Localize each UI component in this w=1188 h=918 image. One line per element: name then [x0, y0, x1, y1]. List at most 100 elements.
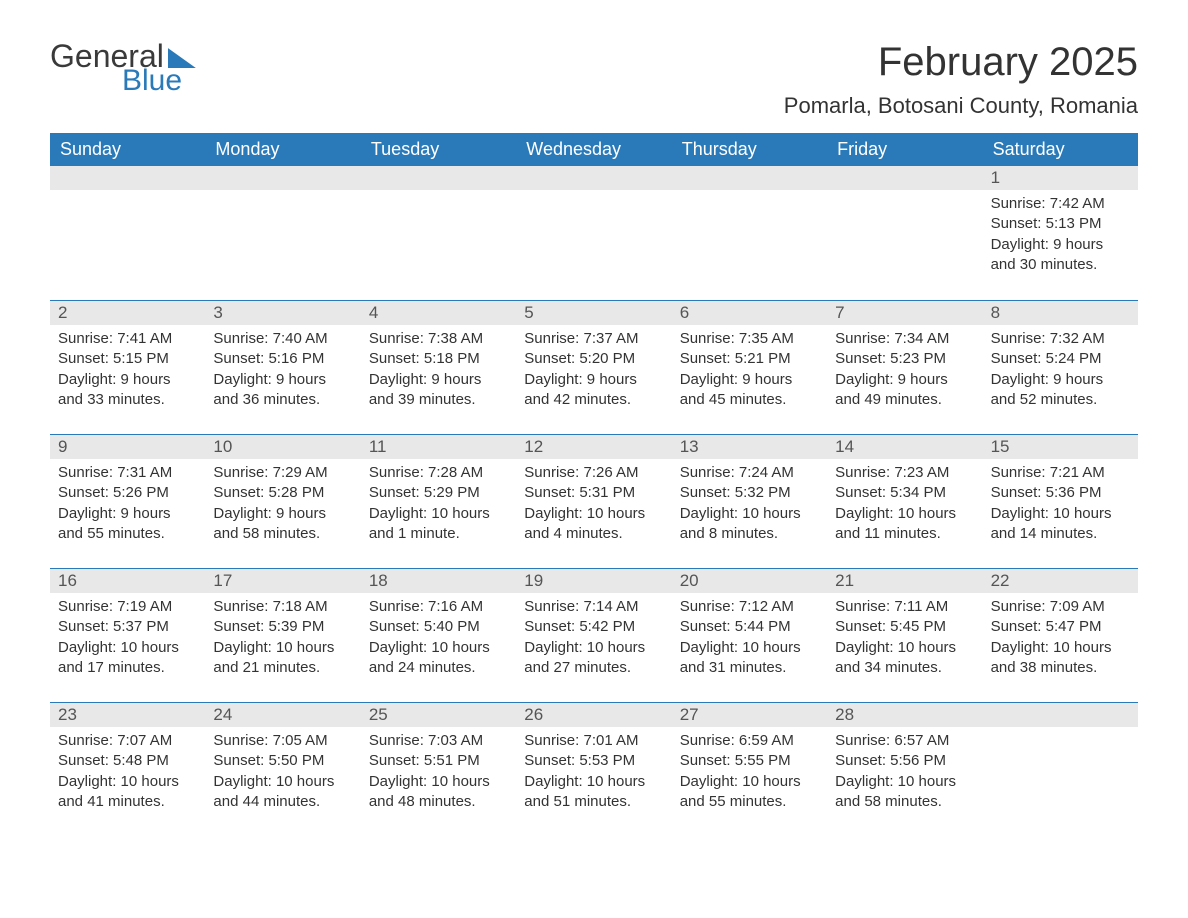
sunset-line: Sunset: 5:36 PM [991, 483, 1130, 503]
day-details: Sunrise: 7:31 AMSunset: 5:26 PMDaylight:… [50, 459, 205, 554]
day-number [361, 166, 516, 190]
sunset-line: Sunset: 5:56 PM [835, 751, 974, 771]
sunset-line: Sunset: 5:48 PM [58, 751, 197, 771]
week-row: 1Sunrise: 7:42 AMSunset: 5:13 PMDaylight… [50, 166, 1138, 300]
daylight-line: Daylight: 10 hours and 48 minutes. [369, 772, 508, 813]
day-details: Sunrise: 6:59 AMSunset: 5:55 PMDaylight:… [672, 727, 827, 822]
sunrise-line: Sunrise: 7:23 AM [835, 463, 974, 483]
day-details: Sunrise: 7:37 AMSunset: 5:20 PMDaylight:… [516, 325, 671, 420]
day-number: 15 [983, 435, 1138, 459]
day-number: 23 [50, 703, 205, 727]
day-cell: 24Sunrise: 7:05 AMSunset: 5:50 PMDayligh… [205, 703, 360, 836]
sunset-line: Sunset: 5:42 PM [524, 617, 663, 637]
day-cell: 7Sunrise: 7:34 AMSunset: 5:23 PMDaylight… [827, 301, 982, 434]
day-details: Sunrise: 7:11 AMSunset: 5:45 PMDaylight:… [827, 593, 982, 688]
sunrise-line: Sunrise: 7:11 AM [835, 597, 974, 617]
day-cell-empty [672, 166, 827, 300]
day-number: 25 [361, 703, 516, 727]
day-number: 4 [361, 301, 516, 325]
daylight-line: Daylight: 10 hours and 38 minutes. [991, 638, 1130, 679]
week-row: 9Sunrise: 7:31 AMSunset: 5:26 PMDaylight… [50, 434, 1138, 568]
day-cell: 10Sunrise: 7:29 AMSunset: 5:28 PMDayligh… [205, 435, 360, 568]
sunrise-line: Sunrise: 7:37 AM [524, 329, 663, 349]
daylight-line: Daylight: 10 hours and 14 minutes. [991, 504, 1130, 545]
sunset-line: Sunset: 5:44 PM [680, 617, 819, 637]
day-cell-empty [827, 166, 982, 300]
daylight-line: Daylight: 9 hours and 42 minutes. [524, 370, 663, 411]
sunset-line: Sunset: 5:39 PM [213, 617, 352, 637]
sunset-line: Sunset: 5:32 PM [680, 483, 819, 503]
sunrise-line: Sunrise: 7:32 AM [991, 329, 1130, 349]
sunset-line: Sunset: 5:29 PM [369, 483, 508, 503]
weekday-wednesday: Wednesday [516, 133, 671, 166]
day-details: Sunrise: 7:03 AMSunset: 5:51 PMDaylight:… [361, 727, 516, 822]
day-cell: 4Sunrise: 7:38 AMSunset: 5:18 PMDaylight… [361, 301, 516, 434]
day-cell: 23Sunrise: 7:07 AMSunset: 5:48 PMDayligh… [50, 703, 205, 836]
day-cell-empty [50, 166, 205, 300]
day-cell: 14Sunrise: 7:23 AMSunset: 5:34 PMDayligh… [827, 435, 982, 568]
day-number [205, 166, 360, 190]
sunset-line: Sunset: 5:40 PM [369, 617, 508, 637]
day-number: 26 [516, 703, 671, 727]
sunrise-line: Sunrise: 7:21 AM [991, 463, 1130, 483]
day-cell: 18Sunrise: 7:16 AMSunset: 5:40 PMDayligh… [361, 569, 516, 702]
daylight-line: Daylight: 9 hours and 33 minutes. [58, 370, 197, 411]
sunrise-line: Sunrise: 7:26 AM [524, 463, 663, 483]
sunrise-line: Sunrise: 7:24 AM [680, 463, 819, 483]
day-cell: 28Sunrise: 6:57 AMSunset: 5:56 PMDayligh… [827, 703, 982, 836]
day-cell: 9Sunrise: 7:31 AMSunset: 5:26 PMDaylight… [50, 435, 205, 568]
day-number: 12 [516, 435, 671, 459]
day-details: Sunrise: 7:23 AMSunset: 5:34 PMDaylight:… [827, 459, 982, 554]
day-number: 20 [672, 569, 827, 593]
daylight-line: Daylight: 9 hours and 49 minutes. [835, 370, 974, 411]
day-number: 9 [50, 435, 205, 459]
day-number: 2 [50, 301, 205, 325]
sunrise-line: Sunrise: 6:59 AM [680, 731, 819, 751]
sunset-line: Sunset: 5:45 PM [835, 617, 974, 637]
day-details: Sunrise: 7:32 AMSunset: 5:24 PMDaylight:… [983, 325, 1138, 420]
day-details: Sunrise: 7:16 AMSunset: 5:40 PMDaylight:… [361, 593, 516, 688]
weekday-thursday: Thursday [672, 133, 827, 166]
daylight-line: Daylight: 10 hours and 24 minutes. [369, 638, 508, 679]
sunrise-line: Sunrise: 7:16 AM [369, 597, 508, 617]
sunset-line: Sunset: 5:31 PM [524, 483, 663, 503]
daylight-line: Daylight: 10 hours and 8 minutes. [680, 504, 819, 545]
day-number: 1 [983, 166, 1138, 190]
sunset-line: Sunset: 5:28 PM [213, 483, 352, 503]
day-cell: 5Sunrise: 7:37 AMSunset: 5:20 PMDaylight… [516, 301, 671, 434]
day-cell: 22Sunrise: 7:09 AMSunset: 5:47 PMDayligh… [983, 569, 1138, 702]
daylight-line: Daylight: 10 hours and 4 minutes. [524, 504, 663, 545]
weekday-tuesday: Tuesday [361, 133, 516, 166]
daylight-line: Daylight: 10 hours and 17 minutes. [58, 638, 197, 679]
day-number [50, 166, 205, 190]
sunrise-line: Sunrise: 7:01 AM [524, 731, 663, 751]
sunset-line: Sunset: 5:47 PM [991, 617, 1130, 637]
sunrise-line: Sunrise: 7:28 AM [369, 463, 508, 483]
sunset-line: Sunset: 5:21 PM [680, 349, 819, 369]
day-number: 19 [516, 569, 671, 593]
sunset-line: Sunset: 5:34 PM [835, 483, 974, 503]
day-cell: 20Sunrise: 7:12 AMSunset: 5:44 PMDayligh… [672, 569, 827, 702]
day-details: Sunrise: 7:24 AMSunset: 5:32 PMDaylight:… [672, 459, 827, 554]
day-cell: 2Sunrise: 7:41 AMSunset: 5:15 PMDaylight… [50, 301, 205, 434]
day-number: 13 [672, 435, 827, 459]
day-number: 10 [205, 435, 360, 459]
day-cell: 26Sunrise: 7:01 AMSunset: 5:53 PMDayligh… [516, 703, 671, 836]
calendar-body: 1Sunrise: 7:42 AMSunset: 5:13 PMDaylight… [50, 166, 1138, 836]
logo-text-blue: Blue [122, 66, 196, 96]
day-number: 11 [361, 435, 516, 459]
daylight-line: Daylight: 10 hours and 11 minutes. [835, 504, 974, 545]
day-details: Sunrise: 7:07 AMSunset: 5:48 PMDaylight:… [50, 727, 205, 822]
day-details: Sunrise: 7:19 AMSunset: 5:37 PMDaylight:… [50, 593, 205, 688]
day-number: 28 [827, 703, 982, 727]
day-number: 27 [672, 703, 827, 727]
sunrise-line: Sunrise: 7:41 AM [58, 329, 197, 349]
day-number [827, 166, 982, 190]
sunset-line: Sunset: 5:51 PM [369, 751, 508, 771]
day-cell: 3Sunrise: 7:40 AMSunset: 5:16 PMDaylight… [205, 301, 360, 434]
sunset-line: Sunset: 5:26 PM [58, 483, 197, 503]
sunrise-line: Sunrise: 7:38 AM [369, 329, 508, 349]
sunrise-line: Sunrise: 7:34 AM [835, 329, 974, 349]
sunset-line: Sunset: 5:20 PM [524, 349, 663, 369]
day-cell: 15 Sunrise: 7:21 AMSunset: 5:36 PMDayligh… [983, 435, 1138, 568]
